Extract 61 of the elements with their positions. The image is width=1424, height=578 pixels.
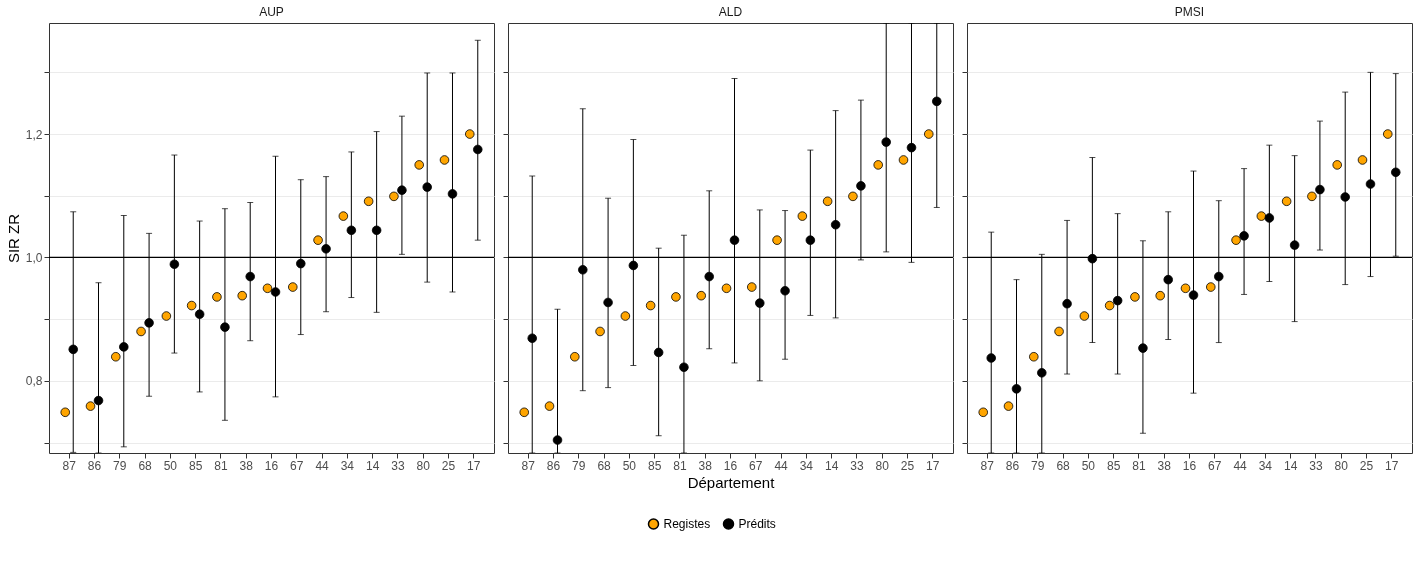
x-tick-label: 86 bbox=[546, 458, 561, 473]
x-tick-label: 33 bbox=[850, 458, 864, 473]
x-tick-label: 38 bbox=[1157, 458, 1172, 473]
x-tick-label: 14 bbox=[1283, 458, 1298, 473]
x-tick-label: 79 bbox=[572, 458, 586, 473]
x-tick-label: 81 bbox=[673, 458, 687, 473]
x-tick-label: 34 bbox=[340, 458, 355, 473]
x-tick-label: 50 bbox=[1081, 458, 1096, 473]
x-tick-label: 68 bbox=[1056, 458, 1071, 473]
x-tick-label: 14 bbox=[365, 458, 380, 473]
x-tick-label: 85 bbox=[1106, 458, 1121, 473]
x-tick-label: 80 bbox=[1334, 458, 1349, 473]
x-tick-label: 67 bbox=[290, 458, 304, 473]
x-axis-title: Département bbox=[687, 473, 776, 491]
chart-title: PMSI bbox=[1174, 5, 1205, 19]
x-tick-label: 33 bbox=[1309, 458, 1323, 473]
x-tick-label: 81 bbox=[1132, 458, 1146, 473]
x-tick-label: 16 bbox=[723, 458, 738, 473]
x-tick-label: 25 bbox=[900, 458, 915, 473]
x-tick-label: 86 bbox=[87, 458, 102, 473]
x-tick-label: 85 bbox=[188, 458, 203, 473]
x-tick-label: 14 bbox=[824, 458, 839, 473]
x-tick-label: 17 bbox=[1385, 458, 1399, 473]
x-tick-label: 44 bbox=[315, 458, 330, 473]
x-tick-label: 25 bbox=[1359, 458, 1374, 473]
x-tick-label: 38 bbox=[239, 458, 254, 473]
y-axis-title: SIR ZR bbox=[4, 213, 22, 264]
x-tick-label: 17 bbox=[926, 458, 940, 473]
y-tick-label: 1,2 bbox=[25, 127, 43, 142]
x-tick-label: 38 bbox=[698, 458, 713, 473]
legend-label: Registes bbox=[663, 517, 711, 531]
x-tick-label: 87 bbox=[980, 458, 995, 473]
legend-label: Prédits bbox=[738, 517, 776, 531]
x-tick-label: 87 bbox=[62, 458, 77, 473]
x-tick-label: 67 bbox=[749, 458, 763, 473]
x-tick-label: 80 bbox=[416, 458, 431, 473]
y-tick-label: 1,0 bbox=[25, 250, 43, 265]
x-tick-label: 34 bbox=[799, 458, 814, 473]
x-tick-label: 80 bbox=[875, 458, 890, 473]
chart-title: AUP bbox=[259, 5, 284, 19]
x-tick-label: 50 bbox=[163, 458, 178, 473]
x-tick-label: 50 bbox=[622, 458, 637, 473]
x-tick-label: 17 bbox=[467, 458, 481, 473]
x-tick-label: 68 bbox=[138, 458, 153, 473]
x-tick-label: 44 bbox=[1233, 458, 1248, 473]
x-tick-label: 16 bbox=[264, 458, 279, 473]
x-tick-label: 25 bbox=[441, 458, 456, 473]
x-tick-label: 79 bbox=[113, 458, 127, 473]
x-tick-label: 33 bbox=[391, 458, 405, 473]
x-tick-label: 85 bbox=[647, 458, 662, 473]
y-tick-label: 0,8 bbox=[25, 374, 43, 389]
x-tick-label: 86 bbox=[1005, 458, 1020, 473]
x-tick-label: 87 bbox=[521, 458, 536, 473]
x-tick-label: 16 bbox=[1182, 458, 1197, 473]
chart-title: ALD bbox=[718, 5, 743, 19]
x-tick-label: 67 bbox=[1208, 458, 1222, 473]
x-tick-label: 44 bbox=[774, 458, 789, 473]
x-tick-label: 34 bbox=[1258, 458, 1273, 473]
x-tick-label: 81 bbox=[214, 458, 228, 473]
x-tick-label: 79 bbox=[1031, 458, 1045, 473]
x-tick-label: 68 bbox=[597, 458, 612, 473]
